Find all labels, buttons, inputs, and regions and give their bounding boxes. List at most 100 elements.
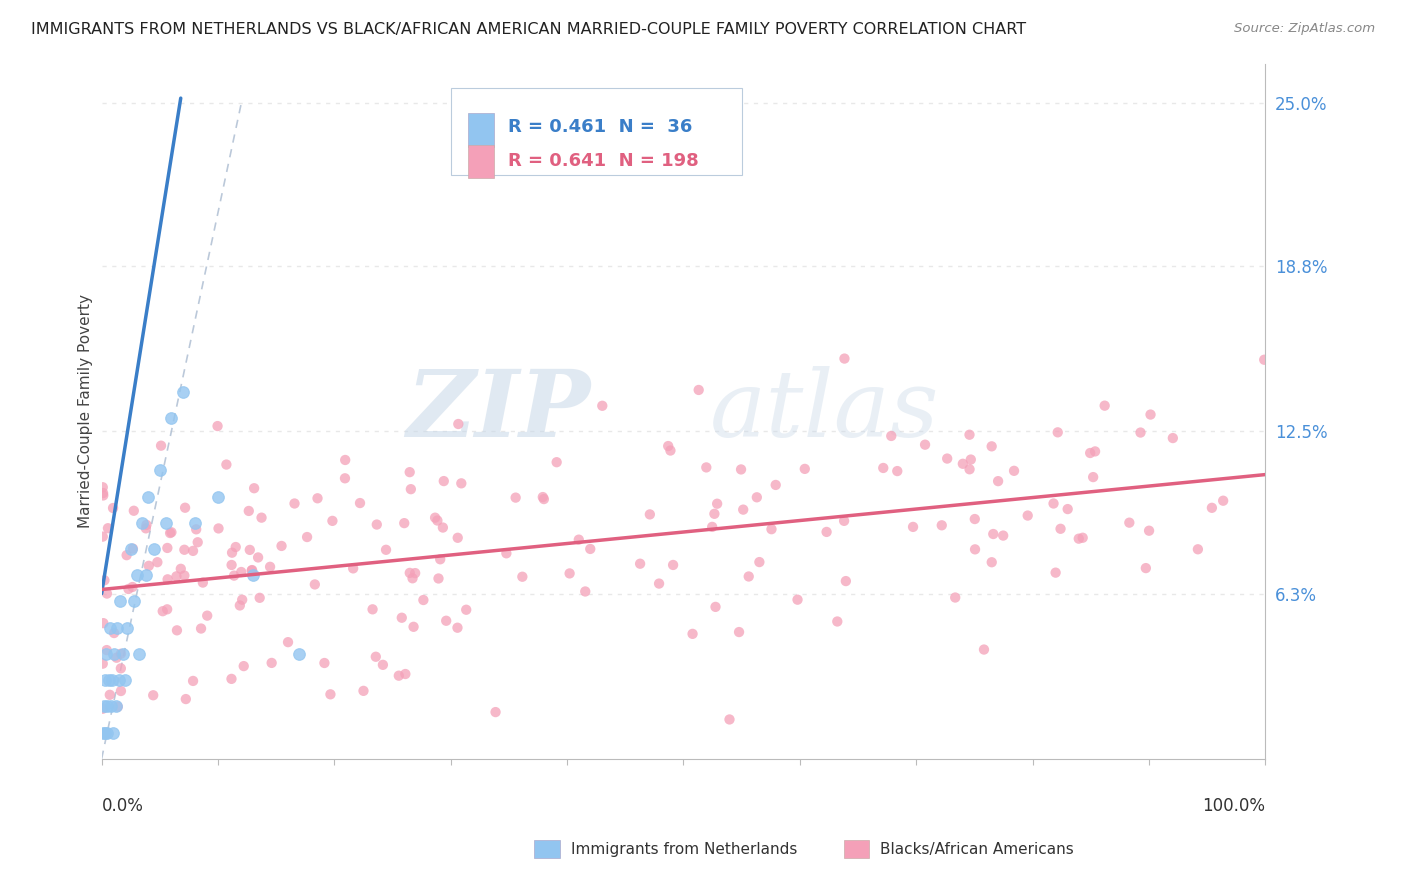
Text: IMMIGRANTS FROM NETHERLANDS VS BLACK/AFRICAN AMERICAN MARRIED-COUPLE FAMILY POVE: IMMIGRANTS FROM NETHERLANDS VS BLACK/AFR…: [31, 22, 1026, 37]
Point: [174, 500, 197, 515]
Point: [834, 351, 856, 366]
Point: [446, 621, 468, 635]
Point: [155, 516, 177, 530]
Point: [121, 580, 143, 594]
Point: [93, 616, 115, 631]
Point: [450, 476, 472, 491]
Point: [156, 541, 179, 555]
Point: [146, 555, 169, 569]
Point: [981, 527, 1004, 541]
Point: [963, 542, 986, 557]
Point: [388, 668, 411, 682]
Point: [391, 611, 413, 625]
Point: [239, 542, 262, 557]
Bar: [468, 113, 494, 146]
Point: [1045, 566, 1067, 580]
Point: [579, 541, 602, 556]
Point: [307, 491, 329, 506]
Point: [399, 482, 422, 496]
Point: [533, 491, 555, 506]
Point: [662, 558, 685, 572]
Point: [231, 565, 253, 579]
Point: [122, 594, 145, 608]
Point: [174, 692, 197, 706]
Point: [973, 642, 995, 657]
Point: [335, 453, 357, 467]
Point: [91, 725, 114, 739]
Point: [447, 531, 470, 545]
Point: [1084, 444, 1107, 458]
Text: 100.0%: 100.0%: [1202, 797, 1265, 815]
Bar: [468, 145, 494, 178]
Point: [835, 574, 858, 588]
Point: [333, 471, 356, 485]
Point: [765, 478, 787, 492]
Point: [1129, 425, 1152, 440]
Point: [412, 593, 434, 607]
Point: [277, 635, 299, 649]
Point: [135, 521, 157, 535]
Point: [591, 399, 613, 413]
Point: [207, 521, 229, 535]
Point: [353, 684, 375, 698]
Point: [240, 563, 263, 577]
Point: [170, 562, 193, 576]
Point: [1137, 524, 1160, 538]
Point: [1017, 508, 1039, 523]
Point: [761, 522, 783, 536]
Point: [943, 591, 966, 605]
Point: [110, 661, 132, 675]
Point: [704, 599, 727, 614]
Point: [247, 550, 270, 565]
Point: [364, 649, 387, 664]
Point: [1139, 408, 1161, 422]
Point: [371, 657, 394, 672]
Point: [295, 530, 318, 544]
Point: [987, 474, 1010, 488]
Point: [100, 699, 122, 714]
Point: [1253, 352, 1275, 367]
Point: [1212, 493, 1234, 508]
Point: [97, 673, 120, 687]
Point: [101, 673, 124, 687]
Point: [568, 533, 591, 547]
Point: [659, 443, 682, 458]
Point: [993, 528, 1015, 542]
Point: [114, 673, 136, 687]
Point: [152, 604, 174, 618]
Point: [108, 673, 131, 687]
Point: [93, 699, 115, 714]
Point: [259, 559, 281, 574]
Point: [172, 384, 194, 399]
Point: [434, 614, 457, 628]
Point: [394, 667, 416, 681]
Point: [186, 522, 208, 536]
Point: [195, 608, 218, 623]
Point: [1201, 500, 1223, 515]
Point: [190, 622, 212, 636]
Point: [215, 458, 238, 472]
Point: [243, 481, 266, 495]
Point: [96, 643, 118, 657]
Point: [1081, 470, 1104, 484]
Point: [98, 688, 121, 702]
Point: [695, 460, 717, 475]
Point: [628, 557, 651, 571]
Point: [97, 521, 120, 535]
Point: [1071, 531, 1094, 545]
Point: [135, 517, 157, 532]
Point: [150, 439, 173, 453]
Point: [728, 625, 751, 640]
Point: [786, 592, 808, 607]
Point: [959, 427, 981, 442]
Point: [149, 463, 172, 477]
Point: [91, 702, 114, 716]
Point: [96, 647, 118, 661]
Point: [394, 516, 416, 530]
Point: [429, 552, 451, 566]
Point: [1094, 399, 1116, 413]
Point: [143, 542, 166, 557]
Point: [166, 624, 188, 638]
Point: [546, 455, 568, 469]
Point: [401, 571, 423, 585]
